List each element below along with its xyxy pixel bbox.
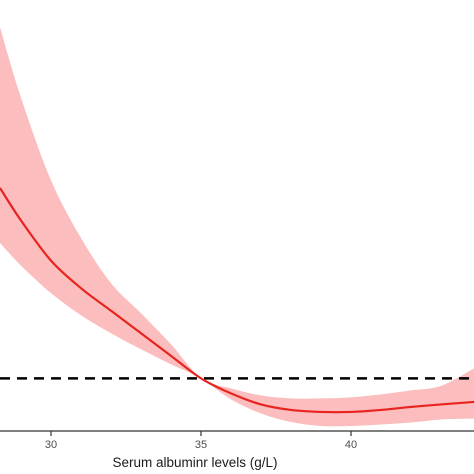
- x-axis: 30 35 40: [0, 430, 474, 451]
- x-tick-label: 30: [45, 439, 57, 451]
- estimate-line: [0, 187, 474, 414]
- x-axis-title: Serum albuminr levels (g/L): [112, 455, 277, 470]
- plot-area: [0, 27, 474, 427]
- x-tick-label: 35: [195, 439, 207, 451]
- x-tick-label: 40: [345, 439, 357, 451]
- confidence-band: [0, 27, 474, 427]
